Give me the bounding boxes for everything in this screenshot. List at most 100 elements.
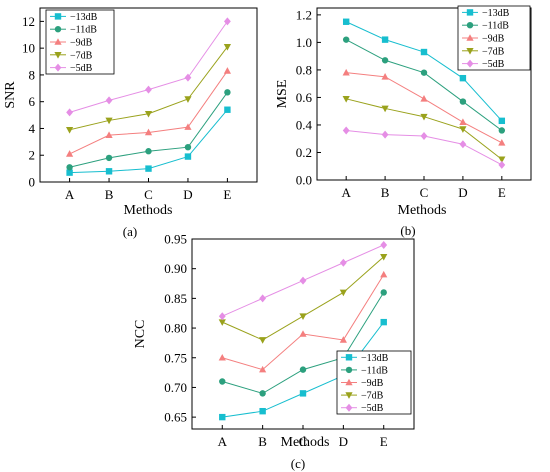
y-tick-label: 6 (29, 94, 36, 109)
data-point (105, 154, 113, 162)
legend-entry: −9dB (70, 38, 93, 49)
legend-swatch-marker (466, 59, 474, 68)
data-point (459, 118, 467, 126)
legend-entry: −7dB (482, 46, 505, 57)
data-point (219, 378, 226, 385)
series-0 (342, 18, 506, 125)
y-tick-label: 4 (29, 121, 36, 136)
y-tick-label: 12 (22, 14, 35, 29)
series-1 (66, 89, 231, 171)
data-point (184, 123, 192, 130)
x-tick-label: C (299, 434, 308, 449)
legend-entry: −7dB (70, 50, 93, 61)
data-point (144, 128, 153, 136)
legend-entry: −11dB (482, 21, 509, 32)
data-point (380, 254, 388, 261)
data-point (224, 17, 231, 26)
data-point (299, 366, 307, 373)
data-point (144, 110, 153, 118)
y-axis-label: SNR (3, 81, 18, 109)
legend-swatch-marker (54, 13, 62, 20)
data-point (259, 294, 267, 303)
x-tick-label: B (105, 187, 114, 202)
x-tick-label: B (258, 434, 267, 449)
y-tick-label: 0.90 (164, 261, 187, 276)
data-point (380, 240, 388, 249)
y-tick-label: 0.6 (296, 90, 313, 105)
data-point (223, 44, 232, 51)
legend-entry: −11dB (70, 25, 97, 36)
y-tick-label: 0 (29, 175, 36, 190)
data-point (420, 131, 428, 140)
data-point (381, 57, 389, 64)
data-point (145, 85, 152, 94)
x-tick-label: A (65, 187, 75, 202)
y-tick-label: 0.70 (164, 380, 187, 395)
data-point (380, 289, 387, 296)
y-tick-label: 0.4 (296, 117, 313, 132)
x-axis-label: Methods (281, 435, 330, 450)
x-tick-label: D (183, 187, 192, 202)
series-3 (342, 96, 506, 164)
series-1 (342, 36, 506, 134)
data-point (339, 258, 347, 267)
data-point (184, 144, 192, 151)
y-tick-label: 0.65 (164, 410, 187, 425)
y-tick-label: 1.2 (296, 7, 312, 22)
data-point (259, 390, 266, 397)
data-point (224, 89, 231, 96)
x-tick-label: C (420, 185, 429, 200)
data-point (259, 365, 267, 373)
legend-swatch-marker (345, 366, 353, 374)
data-point (342, 18, 350, 25)
data-point (420, 95, 428, 102)
data-point (145, 148, 152, 155)
legend-entry: −11dB (361, 365, 388, 376)
data-point (218, 353, 226, 361)
chart-caption: (a) (123, 224, 137, 239)
legend-entry: −13dB (482, 8, 510, 19)
x-axis-label: Methods (398, 203, 447, 218)
legend-entry: −5dB (361, 403, 384, 414)
data-point (381, 130, 389, 139)
legend: −13dB −11dB −9dB−7dB −5dB (457, 5, 531, 71)
data-point (219, 413, 226, 421)
legend-swatch-marker (466, 34, 474, 41)
legend-swatch-marker (466, 48, 474, 55)
y-tick-label: 10 (22, 41, 35, 56)
legend-swatch-marker (54, 52, 62, 59)
data-point (498, 139, 506, 146)
data-point (380, 270, 388, 278)
data-point (105, 131, 113, 138)
data-point (299, 313, 307, 320)
legend-swatch-marker (345, 354, 353, 361)
y-tick-label: 0.75 (164, 350, 187, 365)
data-point (224, 106, 231, 113)
data-point (381, 73, 389, 80)
y-tick-label: 0.80 (164, 321, 187, 336)
data-point (184, 96, 192, 103)
data-point (498, 156, 506, 164)
legend-entry: −13dB (70, 12, 98, 23)
data-point (498, 160, 506, 169)
data-point (459, 98, 467, 105)
y-tick-label: 0.0 (296, 173, 312, 188)
data-point (380, 318, 387, 326)
legend-swatch-marker (345, 392, 353, 399)
data-point (299, 390, 307, 397)
data-point (420, 48, 428, 56)
data-point (184, 73, 192, 82)
data-point (420, 113, 428, 121)
data-point (420, 69, 428, 76)
legend-entry: −5dB (70, 63, 93, 74)
series-3 (65, 44, 232, 134)
data-point (498, 127, 506, 134)
chart-caption: (b) (400, 223, 415, 238)
chart-a: 0 2 4 6 8 10 12 A B C D E Methods SNR (a) −13dB −11dB −9d… (3, 7, 258, 239)
data-point (218, 312, 226, 321)
series-2 (65, 67, 232, 157)
legend-swatch-marker (345, 378, 353, 386)
y-tick-label: 2 (29, 148, 36, 163)
data-point (342, 36, 350, 43)
